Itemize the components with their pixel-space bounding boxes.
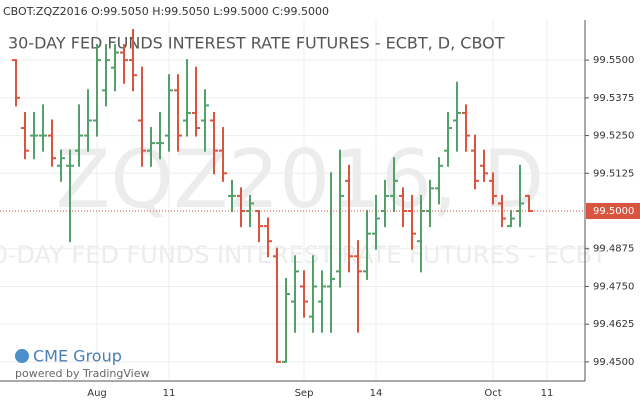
x-tick-label: 11 <box>163 388 176 399</box>
watermark: 30-DAY FED FUNDS INTEREST RATE FUTURES -… <box>0 241 607 269</box>
y-tick-label: 99.5375 <box>593 93 634 104</box>
y-tick-label: 99.4625 <box>593 319 634 330</box>
last-price-box <box>586 203 640 220</box>
logo-icon <box>15 349 29 363</box>
x-tick-label: Sep <box>295 388 314 399</box>
x-tick-label: Aug <box>87 388 107 399</box>
y-tick-label: 99.5250 <box>593 131 634 142</box>
logo-name: CME Group <box>33 347 122 366</box>
y-tick-label: 99.4750 <box>593 281 634 292</box>
watermark: ZQZ2016, D <box>56 133 545 226</box>
chart-title: 30-DAY FED FUNDS INTEREST RATE FUTURES -… <box>8 34 505 53</box>
x-tick-label: Oct <box>484 388 501 399</box>
y-tick-label: 99.4500 <box>593 357 634 368</box>
logo-tagline: powered by TradingView <box>15 367 149 380</box>
x-tick-label: 11 <box>541 388 554 399</box>
last-price-label: 99.5000 <box>593 206 634 217</box>
y-tick-label: 99.5500 <box>593 55 634 66</box>
logo: CME Group powered by TradingView <box>15 347 149 380</box>
x-tick-label: 14 <box>370 388 383 399</box>
y-tick-label: 99.5125 <box>593 168 634 179</box>
header: CBOT:ZQZ2016 O:99.5050 H:99.5050 L:99.50… <box>3 5 329 18</box>
y-tick-label: 99.4875 <box>593 244 634 255</box>
